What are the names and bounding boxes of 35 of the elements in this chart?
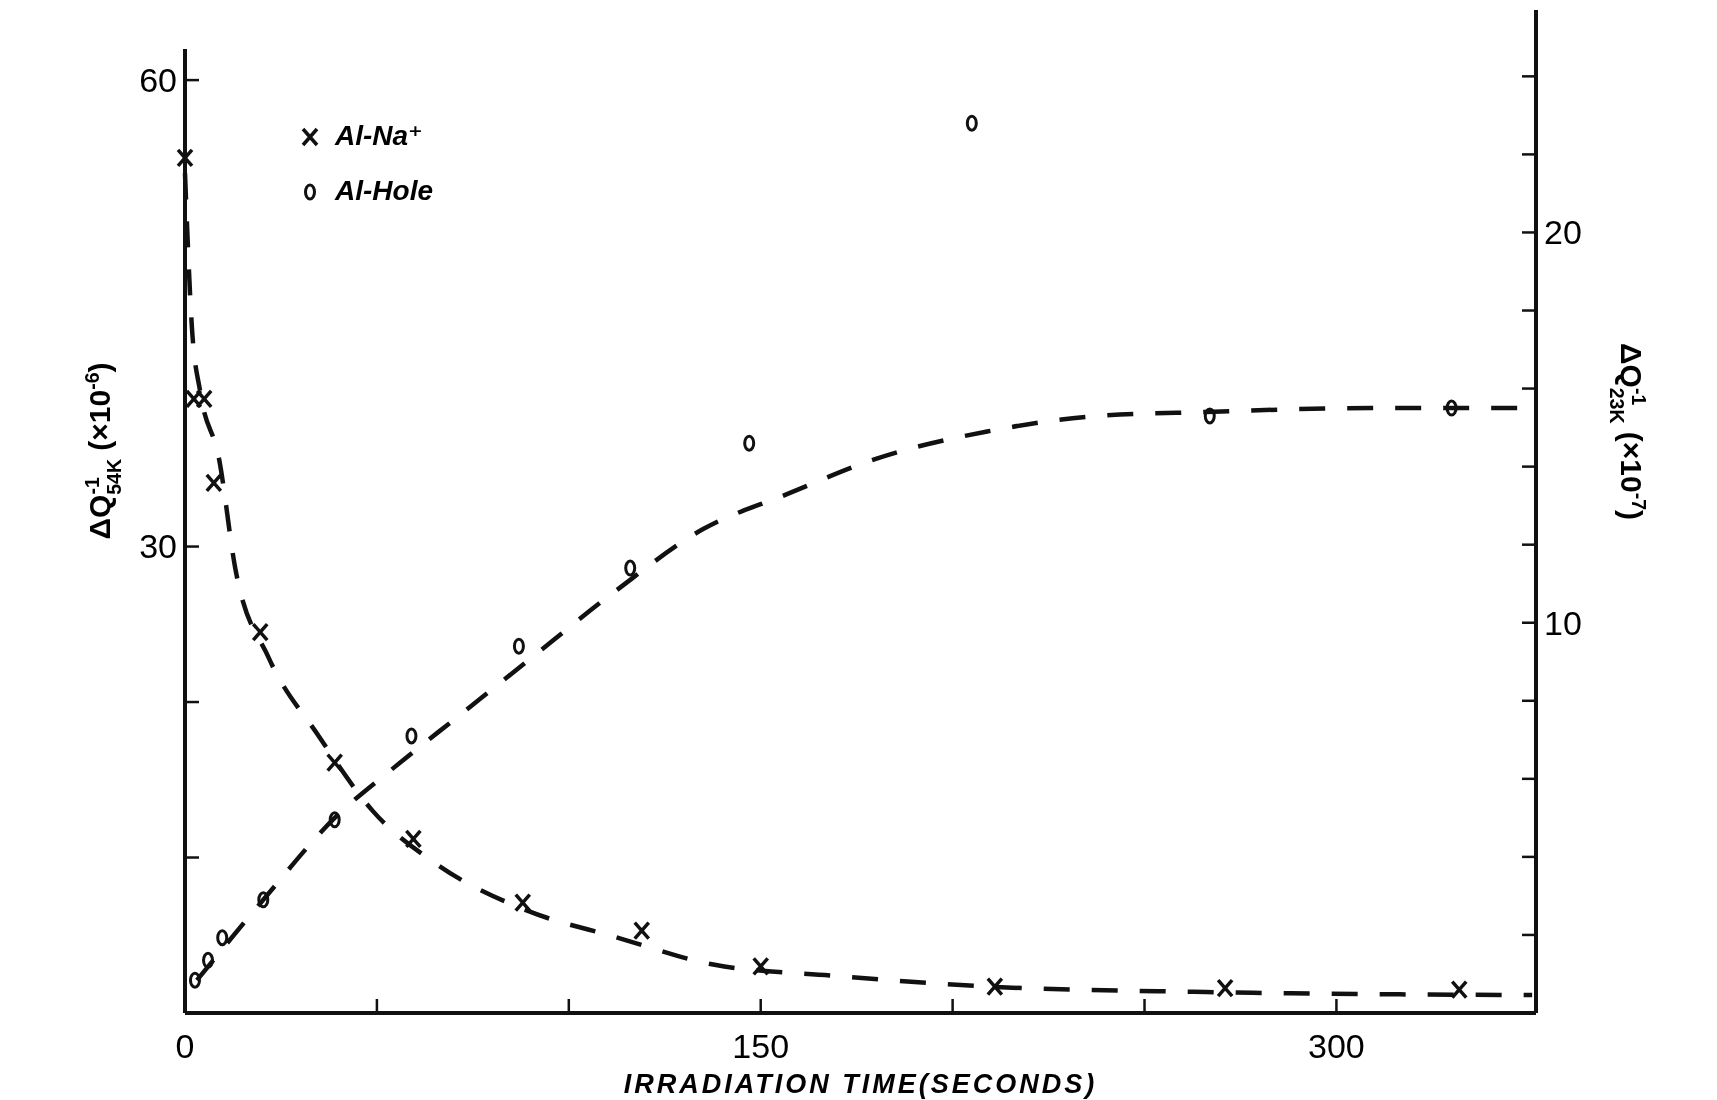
y2-tick-label: 20 <box>1544 213 1582 252</box>
point <box>195 389 213 409</box>
point <box>1216 978 1234 998</box>
point <box>188 971 201 989</box>
point <box>632 920 651 941</box>
point <box>1203 407 1216 425</box>
y2-tick-label: 10 <box>1544 603 1582 642</box>
y-tick-label: 30 <box>139 527 177 566</box>
point <box>743 434 756 452</box>
point <box>325 752 344 773</box>
point <box>205 473 223 493</box>
y-tick-label: 60 <box>139 61 177 99</box>
point <box>404 829 423 849</box>
x-tick-label: 150 <box>732 1027 790 1065</box>
x-tick-label: 0 <box>175 1027 195 1065</box>
point <box>965 114 978 132</box>
point <box>251 622 269 642</box>
point <box>176 148 194 168</box>
point <box>1450 979 1468 1000</box>
point <box>405 727 418 745</box>
point <box>185 389 203 409</box>
point <box>986 976 1004 997</box>
point <box>328 811 341 829</box>
legend-label: Al-Na⁺ <box>334 120 423 151</box>
point <box>512 637 525 655</box>
point <box>514 892 532 913</box>
point <box>1445 399 1458 417</box>
x-axis-title: IRRADIATION TIME(SECONDS) <box>623 1069 1098 1099</box>
point <box>257 891 270 909</box>
point <box>216 929 229 947</box>
point <box>202 951 215 969</box>
x-tick-label: 300 <box>1308 1027 1365 1065</box>
point <box>624 559 637 577</box>
legend-label: Al-Hole <box>334 175 433 206</box>
point <box>751 956 770 977</box>
